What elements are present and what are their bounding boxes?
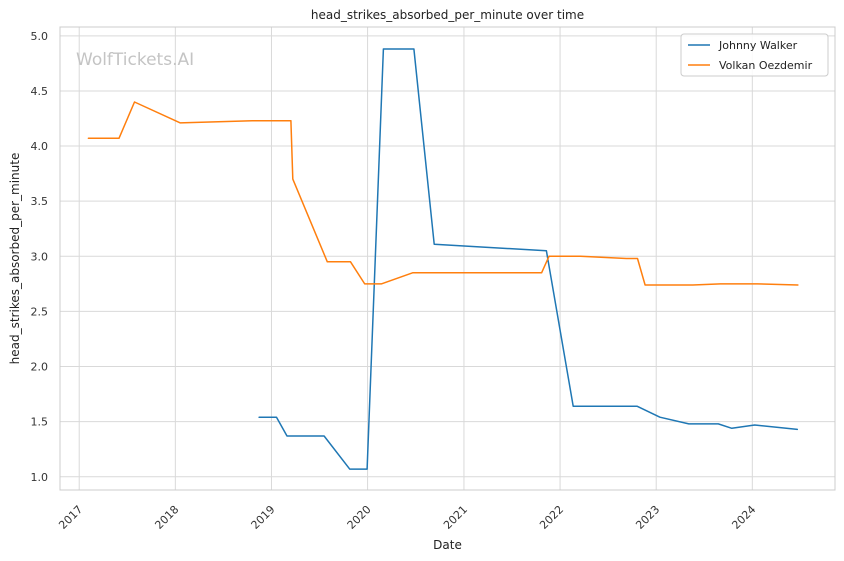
watermark-text: WolfTickets.AI <box>76 50 194 70</box>
y-tick-label: 2.0 <box>31 361 49 374</box>
gridlines <box>60 27 835 490</box>
y-tick-label: 1.0 <box>31 471 49 484</box>
y-tick-label: 1.5 <box>31 416 49 429</box>
y-tick-label: 4.5 <box>31 85 49 98</box>
y-axis-title: head_strikes_absorbed_per_minute <box>8 153 22 365</box>
y-tick-label: 2.5 <box>31 305 49 318</box>
y-tick-label: 5.0 <box>31 30 49 43</box>
plot-area <box>59 26 836 491</box>
legend-box <box>680 33 829 77</box>
y-tick-label: 4.0 <box>31 140 49 153</box>
legend: Johnny Walker Volkan Oezdemir <box>680 33 829 77</box>
y-tick-label: 3.5 <box>31 195 49 208</box>
series-line-0 <box>258 48 799 470</box>
legend-label: Johnny Walker <box>718 39 798 52</box>
series-lines <box>87 48 799 470</box>
chart-title: head_strikes_absorbed_per_minute over ti… <box>311 8 584 22</box>
x-axis-title: Date <box>433 538 462 552</box>
series-line-1 <box>87 101 799 286</box>
legend-label: Volkan Oezdemir <box>719 59 813 72</box>
y-tick-label: 3.0 <box>31 250 49 263</box>
